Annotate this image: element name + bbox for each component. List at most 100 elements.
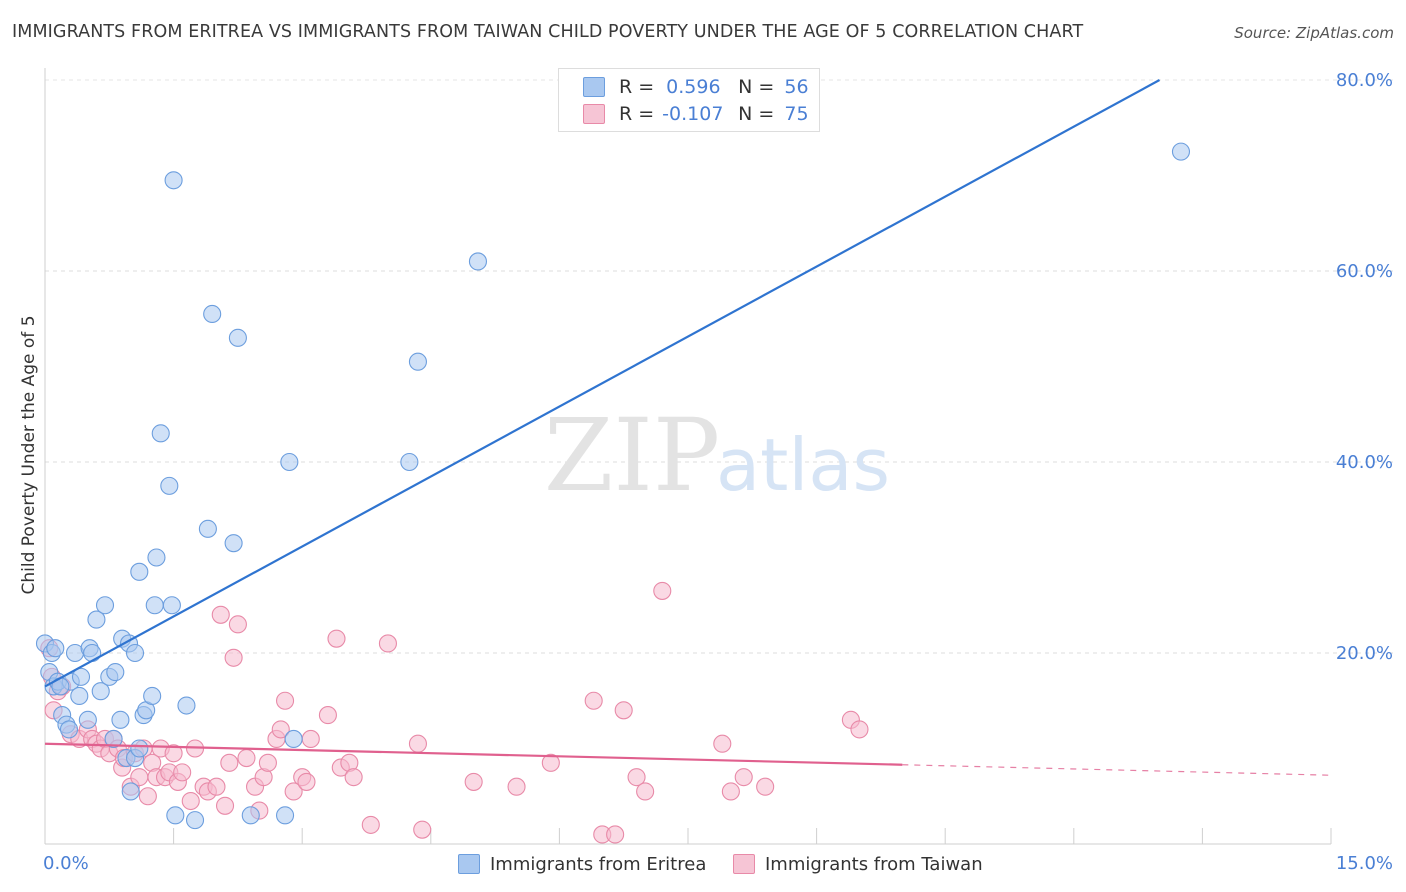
- taiwan-point: [653, 581, 672, 600]
- eritrea-point: [83, 643, 102, 663]
- taiwan-point: [614, 701, 633, 720]
- y-axis-title: Child Poverty Under the Age of 5: [19, 315, 39, 594]
- eritrea-point: [241, 806, 260, 825]
- eritrea-point: [408, 352, 427, 371]
- eritrea-point: [125, 643, 145, 663]
- taiwan-point: [734, 768, 753, 787]
- eritrea-points: [35, 142, 1191, 830]
- taiwan-point: [464, 772, 483, 791]
- eritrea-point: [130, 562, 149, 581]
- taiwan-point: [276, 691, 295, 710]
- eritrea-point: [121, 782, 140, 801]
- chart-title: IMMIGRANTS FROM ERITREA VS IMMIGRANTS FR…: [12, 22, 1084, 42]
- bottom-legend-label-taiwan: Immigrants from Taiwan: [765, 853, 983, 875]
- taiwan-point: [541, 753, 560, 772]
- eritrea-point: [162, 596, 181, 615]
- watermark: ZIP atlas: [544, 397, 890, 514]
- legend-n-value-taiwan: 75: [784, 103, 809, 125]
- bottom-legend-taiwan: Immigrants from Taiwan: [733, 852, 983, 876]
- taiwan-point: [284, 782, 303, 801]
- legend-row-taiwan: R = -0.107 N = 75: [583, 102, 809, 126]
- taiwan-point: [207, 777, 226, 796]
- eritrea-trend-line: [44, 79, 1161, 688]
- eritrea-point: [71, 667, 91, 686]
- taiwan-point: [627, 768, 646, 787]
- eritrea-point: [198, 519, 217, 538]
- taiwan-point: [220, 753, 239, 772]
- taiwan-point: [606, 825, 625, 844]
- taiwan-point: [211, 605, 230, 624]
- taiwan-point: [224, 648, 243, 667]
- legend-n-value-eritrea: 56: [784, 76, 809, 98]
- y-tick-label: 40.0%: [1336, 452, 1393, 473]
- y-tick-label: 60.0%: [1336, 261, 1393, 282]
- eritrea-point: [276, 806, 295, 825]
- eritrea-point: [91, 682, 110, 701]
- legend-row-eritrea: R = 0.596 N = 56: [583, 75, 809, 99]
- eritrea-point: [160, 476, 179, 495]
- taiwan-point: [215, 796, 235, 815]
- eritrea-point: [468, 252, 488, 271]
- taiwan-point: [327, 629, 346, 648]
- y-tick-label: 20.0%: [1336, 643, 1393, 664]
- taiwan-point: [713, 734, 732, 753]
- taiwan-point: [181, 791, 200, 811]
- taiwan-point: [173, 763, 192, 782]
- taiwan-point: [507, 777, 526, 796]
- taiwan-point: [237, 748, 256, 768]
- eritrea-point: [130, 739, 149, 758]
- eritrea-point: [106, 663, 125, 682]
- eritrea-point: [87, 610, 106, 629]
- taiwan-point: [413, 820, 432, 839]
- eritrea-point: [151, 424, 170, 443]
- taiwan-point: [850, 720, 869, 739]
- eritrea-point: [59, 720, 79, 739]
- eritrea-point: [228, 328, 247, 347]
- taiwan-point: [378, 634, 397, 653]
- legend-swatch-taiwan: [583, 104, 605, 124]
- taiwan-point: [344, 768, 363, 787]
- bottom-legend-eritrea: Immigrants from Eritrea: [458, 852, 706, 876]
- trend-lines: [44, 79, 1332, 776]
- eritrea-point: [111, 710, 130, 729]
- eritrea-point: [78, 710, 97, 729]
- x-tick-label-min: 0.0%: [43, 853, 89, 874]
- taiwan-point: [258, 753, 277, 772]
- watermark-atlas: atlas: [716, 423, 890, 507]
- taiwan-trend-extension: [902, 764, 1332, 776]
- taiwan-point: [228, 615, 247, 634]
- taiwan-point: [271, 720, 290, 739]
- eritrea-point: [95, 596, 115, 615]
- eritrea-point: [143, 686, 162, 706]
- taiwan-point: [636, 782, 655, 801]
- taiwan-point: [301, 729, 320, 749]
- legend-r-label: R =: [619, 103, 655, 125]
- taiwan-point: [361, 815, 380, 834]
- taiwan-point: [138, 787, 157, 806]
- taiwan-point: [297, 772, 316, 791]
- bottom-legend-label-eritrea: Immigrants from Eritrea: [490, 853, 707, 875]
- taiwan-trend-line: [44, 742, 903, 766]
- eritrea-point: [147, 548, 166, 567]
- eritrea-point: [280, 452, 299, 472]
- taiwan-point: [318, 706, 337, 725]
- eritrea-point: [185, 811, 205, 830]
- source-label: Source: ZipAtlas.com: [1234, 24, 1394, 42]
- taiwan-point: [584, 691, 603, 710]
- legend-r-value-eritrea: 0.596: [666, 76, 721, 98]
- taiwan-point: [408, 734, 427, 753]
- bottom-swatch-eritrea: [458, 854, 480, 874]
- bottom-swatch-taiwan: [733, 854, 755, 874]
- eritrea-point: [224, 534, 243, 553]
- eritrea-point: [400, 452, 419, 472]
- eritrea-point: [164, 171, 183, 190]
- eritrea-point: [145, 596, 164, 615]
- taiwan-point: [721, 782, 740, 801]
- eritrea-point: [166, 806, 185, 825]
- legend-r-label: R =: [619, 76, 655, 98]
- taiwan-point: [164, 744, 183, 763]
- eritrea-point: [46, 639, 65, 658]
- legend: R = 0.596 N = 56 R = -0.107 N = 75: [558, 68, 820, 132]
- eritrea-point: [177, 696, 196, 715]
- eritrea-point: [284, 729, 303, 749]
